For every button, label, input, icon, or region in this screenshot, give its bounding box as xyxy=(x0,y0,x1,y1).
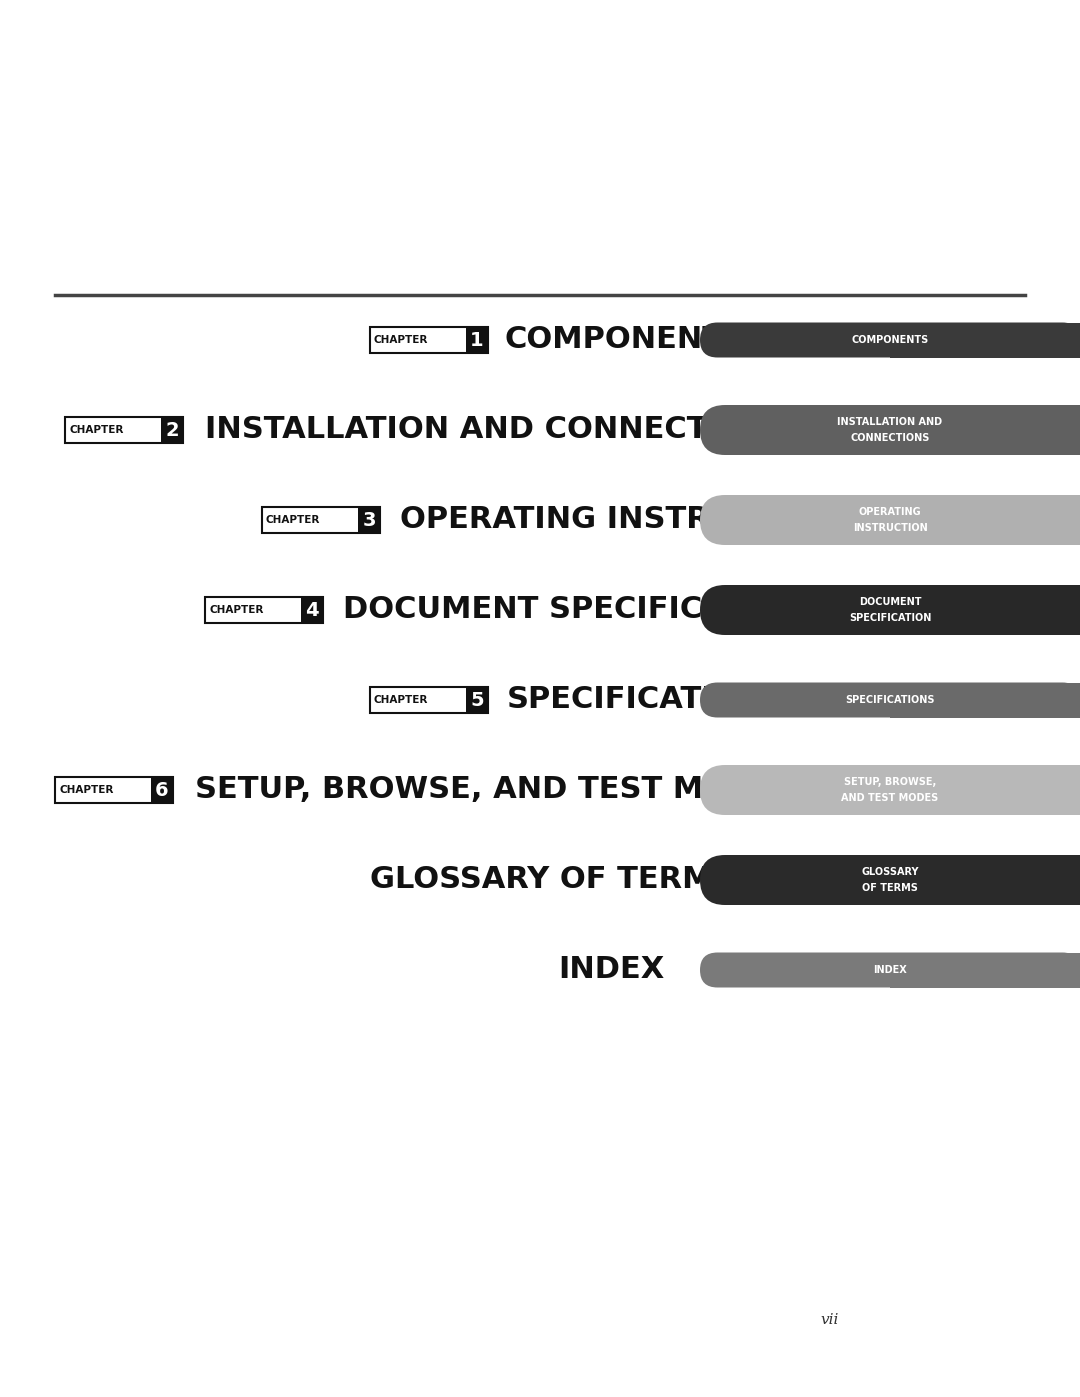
Text: 5: 5 xyxy=(470,690,484,710)
Text: CONNECTIONS: CONNECTIONS xyxy=(850,433,930,443)
FancyBboxPatch shape xyxy=(465,327,488,353)
Text: GLOSSARY OF TERMS: GLOSSARY OF TERMS xyxy=(370,866,734,894)
Text: 4: 4 xyxy=(306,601,319,619)
FancyBboxPatch shape xyxy=(890,585,1080,636)
FancyBboxPatch shape xyxy=(700,323,1080,358)
Text: INSTALLATION AND CONNECTIONS: INSTALLATION AND CONNECTIONS xyxy=(205,415,792,444)
Text: INSTRUCTION: INSTRUCTION xyxy=(852,522,928,534)
FancyBboxPatch shape xyxy=(890,683,1080,718)
Text: COMPONENTS: COMPONENTS xyxy=(851,335,929,345)
FancyBboxPatch shape xyxy=(205,597,323,623)
Text: vii: vii xyxy=(821,1313,839,1327)
Text: OF TERMS: OF TERMS xyxy=(862,883,918,893)
Text: DOCUMENT SPECIFICATION: DOCUMENT SPECIFICATION xyxy=(343,595,807,624)
Text: SETUP, BROWSE,: SETUP, BROWSE, xyxy=(843,777,936,787)
FancyBboxPatch shape xyxy=(700,683,1080,718)
FancyBboxPatch shape xyxy=(890,953,1080,988)
FancyBboxPatch shape xyxy=(700,766,1080,814)
FancyBboxPatch shape xyxy=(357,507,380,534)
Text: CHAPTER: CHAPTER xyxy=(59,785,113,795)
Text: 2: 2 xyxy=(165,420,179,440)
Text: CHAPTER: CHAPTER xyxy=(374,694,429,705)
Text: DOCUMENT: DOCUMENT xyxy=(859,597,921,608)
Text: CHAPTER: CHAPTER xyxy=(69,425,123,434)
FancyBboxPatch shape xyxy=(700,585,1080,636)
FancyBboxPatch shape xyxy=(370,687,488,712)
Text: 6: 6 xyxy=(156,781,168,799)
Text: OPERATING INSTRUCTION: OPERATING INSTRUCTION xyxy=(400,506,840,535)
FancyBboxPatch shape xyxy=(700,405,1080,455)
FancyBboxPatch shape xyxy=(370,327,488,353)
FancyBboxPatch shape xyxy=(890,323,1080,358)
Text: SETUP, BROWSE, AND TEST MODES: SETUP, BROWSE, AND TEST MODES xyxy=(195,775,797,805)
Text: 3: 3 xyxy=(362,510,376,529)
FancyBboxPatch shape xyxy=(55,777,173,803)
FancyBboxPatch shape xyxy=(890,495,1080,545)
FancyBboxPatch shape xyxy=(262,507,380,534)
FancyBboxPatch shape xyxy=(151,777,173,803)
Text: SPECIFICATIONS: SPECIFICATIONS xyxy=(507,686,787,714)
FancyBboxPatch shape xyxy=(890,855,1080,905)
Text: CHAPTER: CHAPTER xyxy=(266,515,321,525)
Text: 1: 1 xyxy=(470,331,484,349)
FancyBboxPatch shape xyxy=(161,416,183,443)
Text: COMPONENTS: COMPONENTS xyxy=(505,326,746,355)
Text: OPERATING: OPERATING xyxy=(859,507,921,517)
FancyBboxPatch shape xyxy=(301,597,323,623)
FancyBboxPatch shape xyxy=(700,495,1080,545)
FancyBboxPatch shape xyxy=(465,687,488,712)
Text: INDEX: INDEX xyxy=(873,965,907,975)
FancyBboxPatch shape xyxy=(890,766,1080,814)
Text: INDEX: INDEX xyxy=(558,956,664,985)
FancyBboxPatch shape xyxy=(700,953,1080,988)
Text: CHAPTER: CHAPTER xyxy=(210,605,264,615)
Text: INSTALLATION AND: INSTALLATION AND xyxy=(837,416,943,427)
Text: AND TEST MODES: AND TEST MODES xyxy=(841,793,939,803)
FancyBboxPatch shape xyxy=(65,416,183,443)
FancyBboxPatch shape xyxy=(890,405,1080,455)
Text: GLOSSARY: GLOSSARY xyxy=(861,868,919,877)
Text: CHAPTER: CHAPTER xyxy=(374,335,429,345)
FancyBboxPatch shape xyxy=(700,855,1080,905)
Text: SPECIFICATIONS: SPECIFICATIONS xyxy=(846,694,935,705)
Text: SPECIFICATION: SPECIFICATION xyxy=(849,613,931,623)
